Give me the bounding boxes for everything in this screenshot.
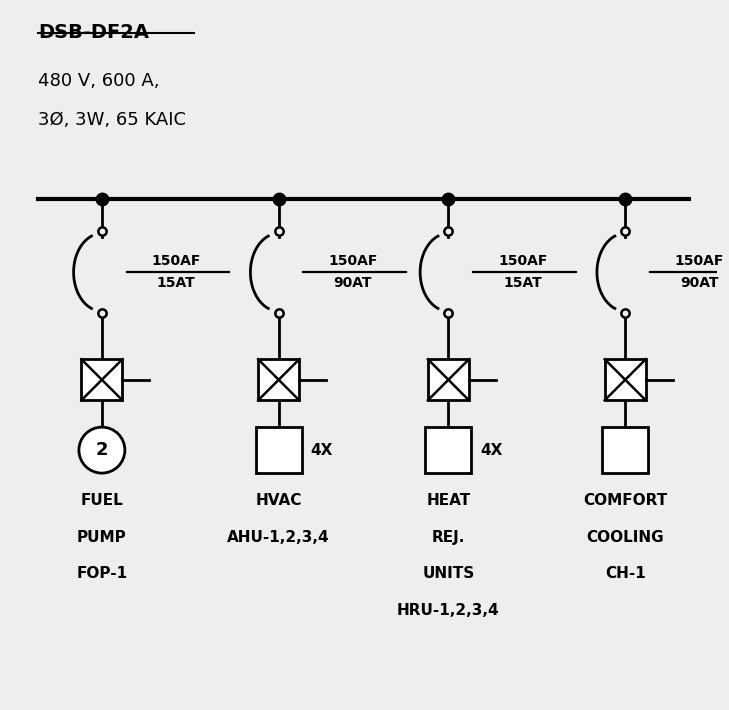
Text: 15AT: 15AT: [503, 276, 542, 290]
Bar: [256, 427, 302, 473]
Text: DSB-DF2A: DSB-DF2A: [38, 23, 149, 42]
Text: PUMP: PUMP: [77, 530, 127, 545]
Text: 90AT: 90AT: [680, 276, 719, 290]
Text: HEAT: HEAT: [426, 493, 470, 508]
Text: 150AF: 150AF: [675, 254, 724, 268]
Text: HRU-1,2,3,4: HRU-1,2,3,4: [397, 604, 500, 618]
Bar: [602, 427, 648, 473]
Text: FOP-1: FOP-1: [77, 567, 128, 581]
Bar: [605, 359, 646, 400]
Text: 4X: 4X: [480, 442, 502, 458]
Text: 90AT: 90AT: [334, 276, 373, 290]
Text: 150AF: 150AF: [328, 254, 378, 268]
Bar: [428, 359, 469, 400]
Bar: [82, 359, 122, 400]
Bar: [258, 359, 299, 400]
Text: COOLING: COOLING: [586, 530, 664, 545]
Text: HVAC: HVAC: [255, 493, 302, 508]
Text: 3Ø, 3W, 65 KAIC: 3Ø, 3W, 65 KAIC: [38, 111, 186, 129]
Text: 150AF: 150AF: [152, 254, 200, 268]
Bar: [426, 427, 472, 473]
Text: 480 V, 600 A,: 480 V, 600 A,: [38, 72, 160, 90]
Text: UNITS: UNITS: [422, 567, 475, 581]
Text: FUEL: FUEL: [80, 493, 123, 508]
Text: 4X: 4X: [310, 442, 332, 458]
Text: COMFORT: COMFORT: [583, 493, 667, 508]
Circle shape: [79, 427, 125, 473]
Text: REJ.: REJ.: [432, 530, 465, 545]
Text: 2: 2: [95, 441, 108, 459]
Text: AHU-1,2,3,4: AHU-1,2,3,4: [227, 530, 330, 545]
Text: 15AT: 15AT: [157, 276, 195, 290]
Text: CH-1: CH-1: [605, 567, 646, 581]
Text: 150AF: 150AF: [498, 254, 547, 268]
